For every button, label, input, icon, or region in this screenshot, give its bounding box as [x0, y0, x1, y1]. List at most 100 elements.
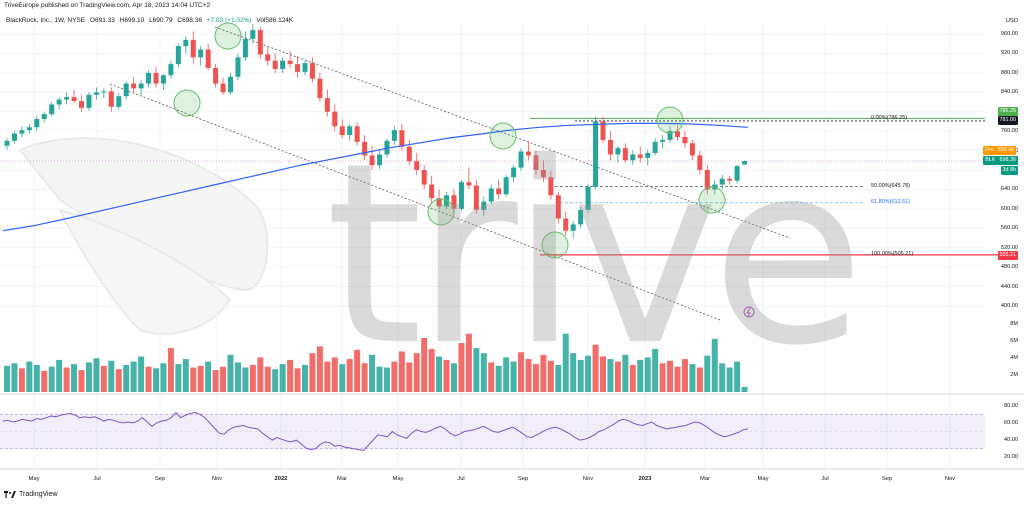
- candle-body: [421, 170, 427, 185]
- volume-bar: [391, 361, 398, 392]
- tradingview-brand: TradingView: [19, 491, 58, 498]
- candle: [526, 140, 531, 161]
- candle-body: [399, 130, 405, 147]
- volume-bar: [398, 351, 405, 392]
- candle-body: [309, 63, 315, 79]
- candle: [265, 46, 271, 66]
- candle-body: [734, 166, 740, 181]
- blk-value: 698.36: [997, 156, 1018, 165]
- candle: [86, 92, 92, 111]
- volume-bar: [294, 368, 301, 392]
- trive-watermark: trive: [325, 109, 865, 400]
- candle-body: [79, 101, 84, 108]
- candle: [675, 125, 680, 141]
- volume-bars: [4, 333, 748, 392]
- candle: [727, 175, 733, 185]
- volume-bar: [242, 367, 249, 392]
- volume-bar: [428, 348, 435, 392]
- candle: [49, 102, 55, 117]
- candle-body: [652, 141, 658, 153]
- tradingview-logo[interactable]: TradingView: [4, 491, 58, 498]
- drawing-lines[interactable]: [0, 26, 1010, 321]
- candle-body: [548, 177, 554, 196]
- candle: [198, 46, 204, 66]
- volume-bar: [436, 356, 443, 392]
- volume-bar: [659, 363, 666, 392]
- volume-bar: [272, 369, 279, 392]
- volume-bar: [26, 361, 33, 392]
- volume-bar: [473, 348, 480, 392]
- candle-body: [682, 136, 688, 144]
- candle-body: [488, 188, 494, 202]
- candle: [615, 145, 621, 163]
- volume-bar: [264, 366, 271, 392]
- volume-bar: [451, 363, 457, 392]
- candle-body: [116, 96, 122, 107]
- candle-body: [727, 178, 733, 181]
- candle: [302, 60, 308, 76]
- volume-bar: [63, 367, 70, 392]
- candle: [742, 160, 748, 165]
- highlight-circles: [173, 22, 726, 259]
- candle: [555, 191, 561, 224]
- candle: [250, 24, 256, 44]
- candle-body: [34, 119, 40, 128]
- volume-bar: [287, 359, 294, 392]
- highlight-circle: [656, 106, 684, 134]
- price-tick: 960.00: [1000, 31, 1018, 37]
- volume-bar: [592, 344, 599, 392]
- volume-bar: [547, 360, 554, 392]
- volume-tick: 6M: [1010, 338, 1018, 345]
- candle-body: [71, 97, 77, 102]
- volume-bar: [480, 353, 487, 392]
- candle: [719, 174, 725, 190]
- candle: [131, 77, 137, 93]
- candle: [496, 179, 502, 200]
- candle-body: [168, 64, 174, 76]
- published-note: TriveEurope published on TradingView.com…: [4, 2, 211, 9]
- candle: [116, 93, 122, 110]
- blk-label: BLK: [983, 156, 998, 165]
- volume-bar: [734, 361, 741, 392]
- volume-bar: [93, 358, 100, 392]
- symbol-title[interactable]: BlackRock, Inc., 1W, NYSE: [6, 17, 86, 24]
- volume-bar: [160, 363, 167, 392]
- volume-bar: [71, 364, 78, 392]
- candle-body: [607, 139, 613, 155]
- candle-body: [317, 78, 323, 99]
- candle-body: [190, 39, 196, 58]
- candle: [362, 135, 368, 161]
- candle: [34, 116, 40, 132]
- candle-body: [630, 154, 636, 161]
- candle: [377, 150, 382, 170]
- candle: [578, 206, 584, 229]
- volume-bar: [652, 348, 659, 392]
- volume-bar: [302, 364, 308, 392]
- candle-body: [436, 198, 442, 207]
- candle: [652, 138, 658, 156]
- candle-body: [302, 63, 308, 72]
- volume-bar: [376, 366, 383, 392]
- volume-bar: [369, 354, 376, 392]
- rsi-tick: 60.00: [1004, 419, 1018, 426]
- moving-average-line: [2, 122, 749, 232]
- volume-bar: [644, 357, 651, 392]
- volume-bar: [600, 356, 606, 392]
- alert-icon[interactable]: [743, 306, 755, 318]
- rsi-tick: 20.00: [1004, 454, 1018, 461]
- volume-bar: [33, 364, 40, 392]
- candle-body: [146, 72, 152, 84]
- volume-bar: [525, 359, 532, 392]
- volume-bar: [555, 364, 562, 392]
- candle-body: [123, 83, 129, 97]
- candle-body: [555, 195, 561, 219]
- candle-body: [250, 30, 256, 39]
- volume-bar: [629, 364, 636, 392]
- volume-bar: [18, 368, 25, 392]
- time-tick: May: [392, 476, 404, 482]
- candle-body: [622, 148, 628, 161]
- candle-body: [153, 72, 159, 84]
- volume-bar: [614, 361, 621, 392]
- volume-bar: [540, 354, 547, 392]
